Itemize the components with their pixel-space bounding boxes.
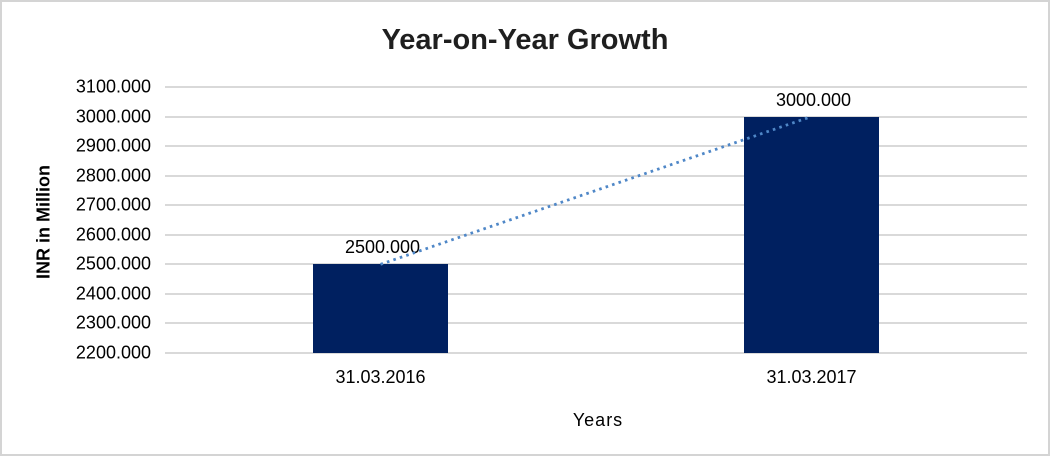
gridline [165, 292, 1027, 295]
x-tick-label: 31.03.2016 [335, 367, 426, 387]
x-axis-title: Years [572, 410, 624, 430]
y-tick-label: 2800.000 [75, 165, 151, 186]
bar-data-label: 2500.000 [344, 237, 421, 258]
gridline [165, 263, 1027, 266]
y-tick-label: 2600.000 [75, 224, 151, 245]
chart-title: Year-on-Year Growth [381, 24, 669, 56]
gridline [165, 174, 1027, 177]
y-tick-label: 2900.000 [75, 135, 151, 156]
gridline [165, 145, 1027, 148]
y-tick-label: 3000.000 [75, 106, 151, 127]
y-tick-label: 2500.000 [75, 253, 151, 274]
bar-data-label: 3000.000 [775, 89, 852, 110]
gridline [165, 86, 1027, 88]
y-tick-label: 2400.000 [75, 283, 151, 304]
bar-31.03.2016 [313, 264, 448, 353]
gridline [165, 204, 1027, 207]
y-tick-label: 2300.000 [75, 312, 151, 333]
y-tick-label: 2200.000 [75, 342, 151, 363]
gridline [165, 352, 1027, 354]
x-tick-label: 31.03.2017 [766, 367, 857, 387]
gridline [165, 233, 1027, 236]
bar-31.03.2017 [744, 116, 879, 353]
y-tick-label: 2700.000 [75, 194, 151, 215]
gridline [165, 115, 1027, 118]
y-axis-title: INR in Million [33, 165, 54, 279]
y-tick-label: 3100.000 [75, 76, 151, 97]
gridline [165, 322, 1027, 325]
